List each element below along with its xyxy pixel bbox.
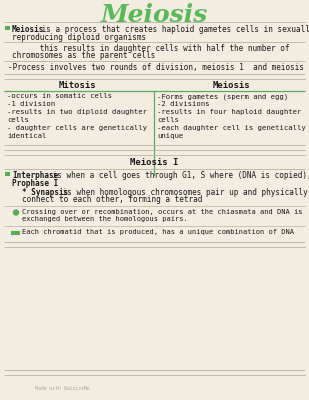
Text: connect to each other, forming a tetrad: connect to each other, forming a tetrad bbox=[22, 196, 202, 204]
Text: cells: cells bbox=[157, 117, 179, 123]
Text: chromosomes as the parent cells: chromosomes as the parent cells bbox=[12, 52, 155, 60]
Text: Meiosis: Meiosis bbox=[212, 81, 250, 90]
Text: Made with QuizizzMe: Made with QuizizzMe bbox=[35, 385, 90, 390]
Text: -Process involves two rounds of division, meiosis 1  and meiosis II: -Process involves two rounds of division… bbox=[8, 63, 309, 72]
FancyBboxPatch shape bbox=[5, 172, 10, 176]
Text: is a process that creates haploid gametes cells in sexually: is a process that creates haploid gamete… bbox=[37, 25, 309, 34]
Text: reproducing diploid organisms: reproducing diploid organisms bbox=[12, 32, 146, 42]
Text: Meiosis I: Meiosis I bbox=[130, 158, 178, 167]
Text: this results in daughter cells with half the number of: this results in daughter cells with half… bbox=[12, 44, 290, 53]
Text: * Synapsis: * Synapsis bbox=[22, 188, 68, 197]
Text: identical: identical bbox=[7, 133, 46, 139]
Text: -results in four haploid daughter: -results in four haploid daughter bbox=[157, 109, 301, 115]
Text: unique: unique bbox=[157, 133, 183, 139]
Text: -each daughter cell is genetically: -each daughter cell is genetically bbox=[157, 125, 306, 131]
Text: is when homologous chromosomes pair up and physically: is when homologous chromosomes pair up a… bbox=[58, 188, 308, 197]
Text: Prophase I: Prophase I bbox=[12, 178, 58, 188]
Text: -occurs in somatic cells: -occurs in somatic cells bbox=[7, 93, 112, 99]
Text: cells: cells bbox=[7, 117, 29, 123]
Text: -results in two diploid daughter: -results in two diploid daughter bbox=[7, 109, 147, 115]
Text: -1 division: -1 division bbox=[7, 101, 55, 107]
Text: is when a cell goes through G1, S where (DNA is copied), and G2: is when a cell goes through G1, S where … bbox=[48, 171, 309, 180]
Text: Meiosis: Meiosis bbox=[100, 3, 208, 27]
Text: -Forms gametes (sperm and egg): -Forms gametes (sperm and egg) bbox=[157, 93, 288, 100]
Text: exchanged between the homologous pairs.: exchanged between the homologous pairs. bbox=[22, 216, 188, 222]
Text: Each chromatid that is produced, has a unique combination of DNA: Each chromatid that is produced, has a u… bbox=[22, 229, 294, 235]
FancyBboxPatch shape bbox=[5, 26, 10, 30]
Text: -2 divisions: -2 divisions bbox=[157, 101, 210, 107]
Circle shape bbox=[14, 210, 19, 215]
Text: Crossing over or recombination, occurs at the chiasmata and DNA is: Crossing over or recombination, occurs a… bbox=[22, 209, 303, 215]
Text: - daughter cells are genetically: - daughter cells are genetically bbox=[7, 125, 147, 131]
Text: Interphase: Interphase bbox=[12, 171, 58, 180]
Text: Meiosis: Meiosis bbox=[12, 25, 44, 34]
Text: Mitosis: Mitosis bbox=[58, 81, 96, 90]
